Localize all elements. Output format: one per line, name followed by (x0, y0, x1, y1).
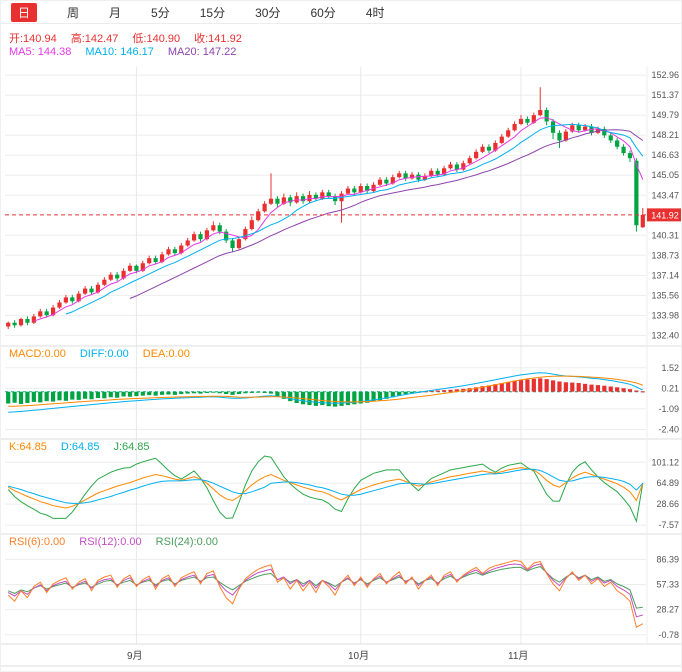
svg-text:28.66: 28.66 (656, 499, 679, 509)
k-value: K:64.85 (9, 441, 47, 453)
svg-text:135.56: 135.56 (651, 290, 679, 300)
chart-canvas[interactable]: 152.96 151.37 149.79 148.21 146.63 145.05 143.… (1, 25, 682, 672)
svg-text:-2.40: -2.40 (658, 424, 679, 434)
svg-text:-0.78: -0.78 (658, 630, 679, 640)
svg-text:0.21: 0.21 (661, 383, 679, 393)
tab-30min[interactable]: 30分 (255, 5, 281, 20)
ohlc-open: 开:140.94 (9, 33, 57, 45)
rsi-header-row: RSI(6):0.00 RSI(12):0.00 RSI(24):0.00 (9, 536, 218, 548)
ma5-value: MA5: 144.38 (9, 46, 72, 58)
tab-5min[interactable]: 5分 (151, 5, 170, 20)
svg-text:-7.57: -7.57 (658, 520, 679, 530)
dea-value: DEA:0.00 (142, 348, 190, 360)
macd-value: MACD:0.00 (9, 348, 66, 360)
d-value: D:64.85 (60, 441, 100, 453)
ohlc-high: 高:142.47 (70, 33, 119, 45)
rsi12-value: RSI(12):0.00 (79, 536, 142, 548)
svg-text:149.79: 149.79 (651, 110, 679, 120)
x-axis-label-september: 9月 (127, 651, 143, 662)
svg-text:1.52: 1.52 (661, 363, 679, 373)
tab-4hour[interactable]: 4时 (365, 5, 385, 20)
svg-text:-1.09: -1.09 (658, 404, 679, 414)
tab-day[interactable]: 日 (11, 2, 38, 22)
macd-header-row: MACD:0.00 DIFF:0.00 DEA:0.00 (9, 348, 190, 360)
svg-text:138.73: 138.73 (651, 250, 679, 260)
tab-week[interactable]: 周 (67, 5, 80, 20)
svg-text:146.63: 146.63 (651, 150, 679, 160)
ma20-value: MA20: 147.22 (167, 46, 237, 58)
svg-text:86.39: 86.39 (656, 554, 679, 564)
j-value: J:64.85 (113, 441, 150, 453)
svg-text:140.31: 140.31 (651, 230, 679, 240)
svg-text:133.98: 133.98 (651, 310, 679, 320)
svg-text:64.89: 64.89 (656, 478, 679, 488)
diff-value: DIFF:0.00 (79, 348, 129, 360)
svg-text:145.05: 145.05 (651, 170, 679, 180)
ohlc-row: 开:140.94 高:142.47 低:140.90 收:141.92 (9, 30, 242, 46)
svg-text:101.12: 101.12 (651, 457, 679, 467)
tab-month[interactable]: 月 (109, 5, 122, 20)
svg-text:57.33: 57.33 (656, 579, 679, 589)
svg-text:152.96: 152.96 (651, 70, 679, 80)
svg-text:143.47: 143.47 (651, 190, 679, 200)
svg-text:151.37: 151.37 (651, 90, 679, 100)
svg-text:148.21: 148.21 (651, 130, 679, 140)
rsi24-value: RSI(24):0.00 (155, 536, 218, 548)
ohlc-low: 低:140.90 (132, 33, 181, 45)
tab-15min[interactable]: 15分 (199, 5, 226, 20)
ohlc-close: 收:141.92 (194, 33, 242, 45)
kdj-header-row: K:64.85 D:64.85 J:64.85 (9, 441, 150, 453)
x-axis-label-november: 11月 (508, 651, 529, 662)
svg-text:132.40: 132.40 (651, 330, 679, 340)
ma10-value: MA10: 146.17 (85, 46, 154, 58)
timeframe-tabbar: 日 周 月 5分 15分 30分 60分 4时 (1, 1, 681, 24)
svg-text:137.14: 137.14 (651, 270, 679, 280)
x-axis-label-october: 10月 (348, 651, 370, 662)
svg-text:141.92: 141.92 (651, 210, 679, 220)
rsi6-value: RSI(6):0.00 (9, 536, 66, 548)
ma-row: MA5: 144.38 MA10: 146.17 MA20: 147.22 (9, 46, 236, 58)
svg-text:28.27: 28.27 (656, 605, 679, 615)
tab-60min[interactable]: 60分 (310, 5, 336, 20)
